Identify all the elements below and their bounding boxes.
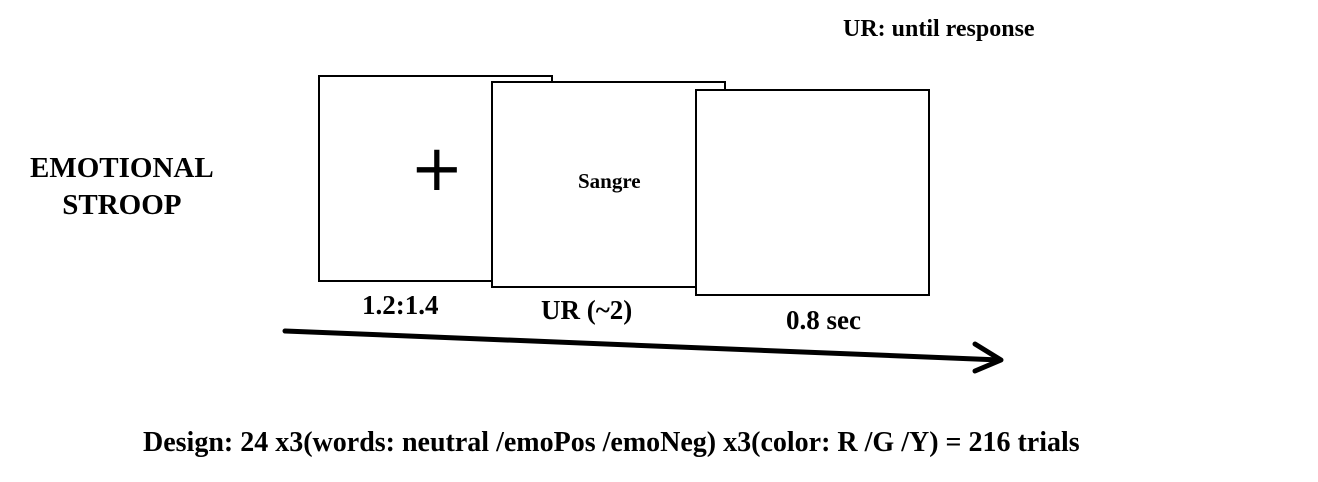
blank-screen <box>695 89 930 296</box>
timeline-arrow-head <box>972 341 1004 374</box>
task-title-line-1: EMOTIONAL <box>30 152 214 184</box>
fixation-duration-label: 1.2:1.4 <box>362 290 439 320</box>
fixation-cross: + <box>410 132 464 206</box>
stimulus-duration-label: UR (~2) <box>541 295 633 325</box>
stimulus-word: Sangre <box>578 169 641 193</box>
legend-note: UR: until response <box>843 16 1035 42</box>
task-title: EMOTIONAL STROOP <box>30 150 214 224</box>
design-summary: Design: 24 x3(words: neutral /emoPos /em… <box>143 427 1080 458</box>
task-title-line-2: STROOP <box>62 189 182 221</box>
blank-duration-label: 0.8 sec <box>786 305 861 335</box>
stimulus-screen: Sangre <box>491 81 726 288</box>
timeline-arrow-shaft <box>282 328 1003 363</box>
